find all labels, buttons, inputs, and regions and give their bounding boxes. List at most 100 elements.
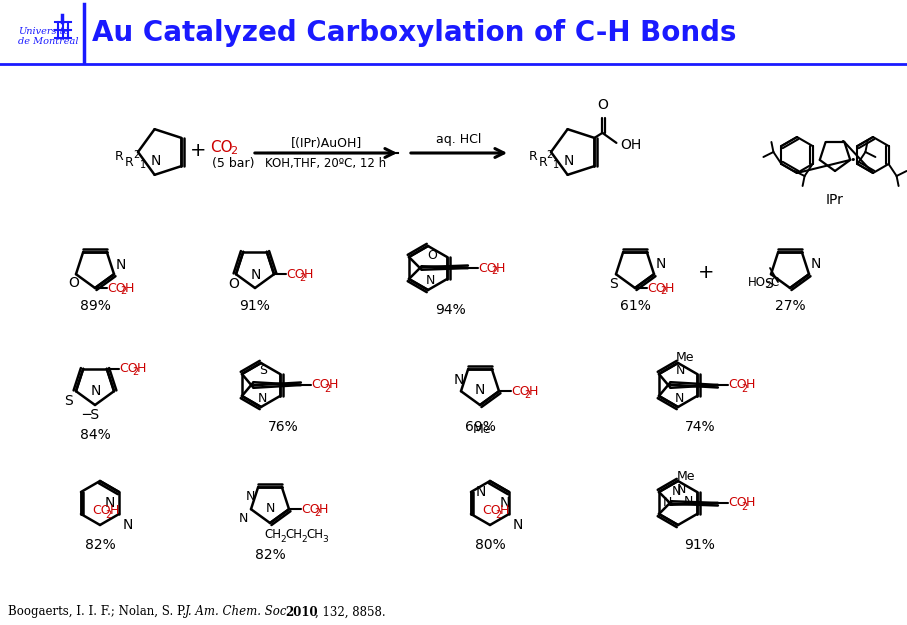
Text: 91%: 91% xyxy=(685,538,716,552)
Text: N: N xyxy=(104,496,115,510)
Text: 3: 3 xyxy=(322,534,327,544)
Text: H: H xyxy=(746,496,756,509)
Text: 89%: 89% xyxy=(80,299,111,313)
Text: N: N xyxy=(676,364,685,378)
Text: N: N xyxy=(258,392,267,405)
Text: N: N xyxy=(675,392,684,405)
Text: N: N xyxy=(684,495,693,508)
Text: 2: 2 xyxy=(765,281,771,291)
Text: N: N xyxy=(239,512,248,525)
Text: 74%: 74% xyxy=(685,420,716,434)
Text: [(IPr)AuOH]: [(IPr)AuOH] xyxy=(290,136,362,149)
Text: N: N xyxy=(656,257,667,271)
Text: 2010: 2010 xyxy=(285,606,317,619)
Text: O: O xyxy=(69,276,80,290)
Text: CO: CO xyxy=(728,496,746,509)
Text: 69%: 69% xyxy=(464,420,495,434)
Text: 1: 1 xyxy=(140,160,146,170)
Text: CO: CO xyxy=(478,261,497,274)
Text: CO: CO xyxy=(107,281,126,294)
Text: N: N xyxy=(671,485,680,498)
Text: H: H xyxy=(137,362,146,376)
Text: H: H xyxy=(329,379,338,391)
Text: H: H xyxy=(500,504,510,518)
Text: 2: 2 xyxy=(280,534,286,544)
Text: CO: CO xyxy=(482,504,501,518)
Text: 2: 2 xyxy=(299,272,306,282)
Text: Université: Université xyxy=(18,28,69,36)
Text: C: C xyxy=(770,276,778,289)
Text: Me: Me xyxy=(677,470,695,483)
Text: R: R xyxy=(528,149,537,162)
Text: H: H xyxy=(665,281,675,294)
Text: N: N xyxy=(425,274,435,287)
Text: +: + xyxy=(190,141,206,159)
Text: HO: HO xyxy=(748,276,766,289)
Text: OH: OH xyxy=(620,138,641,152)
Text: 82%: 82% xyxy=(84,538,115,552)
Text: R: R xyxy=(125,156,134,169)
Text: CH: CH xyxy=(285,529,302,541)
Text: 2: 2 xyxy=(495,509,502,519)
Text: •: • xyxy=(849,155,855,165)
Text: 2: 2 xyxy=(741,384,747,394)
Text: N: N xyxy=(91,384,102,398)
Text: CO: CO xyxy=(210,139,232,154)
Text: N: N xyxy=(251,268,261,282)
Text: S: S xyxy=(64,394,73,408)
Text: 61%: 61% xyxy=(619,299,650,313)
Text: CO: CO xyxy=(728,379,746,391)
Text: CO: CO xyxy=(311,379,329,391)
Text: CO: CO xyxy=(301,503,319,516)
Text: •: • xyxy=(839,137,845,147)
Text: N: N xyxy=(266,502,275,515)
Text: 2: 2 xyxy=(314,508,320,518)
Text: N: N xyxy=(151,154,161,168)
Text: CO: CO xyxy=(647,281,666,294)
Text: KOH,THF, 20ºC, 12 h: KOH,THF, 20ºC, 12 h xyxy=(266,156,386,169)
Text: N: N xyxy=(663,496,672,509)
Text: 76%: 76% xyxy=(268,420,298,434)
Text: 2: 2 xyxy=(132,368,138,378)
Text: N: N xyxy=(811,257,822,271)
Text: N: N xyxy=(475,485,486,499)
Text: Au Catalyzed Carboxylation of C-H Bonds: Au Catalyzed Carboxylation of C-H Bonds xyxy=(92,19,736,47)
Text: 2: 2 xyxy=(524,389,531,399)
Text: 2: 2 xyxy=(546,150,552,160)
Text: Boogaerts, I. I. F.; Nolan, S. P.: Boogaerts, I. I. F.; Nolan, S. P. xyxy=(8,606,190,619)
Text: N: N xyxy=(123,518,133,532)
Text: O: O xyxy=(597,98,608,112)
Text: H: H xyxy=(496,261,505,274)
Text: O: O xyxy=(428,249,437,262)
Text: N: N xyxy=(677,483,686,496)
Text: (5 bar): (5 bar) xyxy=(212,156,255,169)
Text: N: N xyxy=(246,490,255,503)
Text: J. Am. Chem. Soc.: J. Am. Chem. Soc. xyxy=(185,606,291,619)
Text: CO: CO xyxy=(286,268,305,281)
Text: CO: CO xyxy=(119,362,137,376)
Text: 84%: 84% xyxy=(80,428,111,442)
Text: aq. HCl: aq. HCl xyxy=(436,134,482,146)
Text: 2: 2 xyxy=(105,509,112,519)
Text: H: H xyxy=(529,384,539,398)
Text: 2: 2 xyxy=(230,146,237,156)
Text: N: N xyxy=(563,154,574,168)
Text: de Montréal: de Montréal xyxy=(18,38,79,46)
Text: , 132, 8858.: , 132, 8858. xyxy=(315,606,385,619)
Text: S: S xyxy=(259,364,268,378)
Text: CH: CH xyxy=(264,529,281,541)
Text: S: S xyxy=(765,277,774,291)
Text: N: N xyxy=(474,383,485,397)
Text: Me: Me xyxy=(473,423,492,436)
Text: N: N xyxy=(500,496,511,510)
Text: H: H xyxy=(110,504,120,518)
Text: IPr: IPr xyxy=(826,193,844,207)
Text: 91%: 91% xyxy=(239,299,270,313)
Text: CO: CO xyxy=(92,504,111,518)
Text: 1: 1 xyxy=(553,160,559,170)
Text: 2: 2 xyxy=(120,286,126,296)
Text: S: S xyxy=(610,277,619,291)
Text: O: O xyxy=(229,277,239,291)
Text: 2: 2 xyxy=(133,150,140,160)
Text: H: H xyxy=(319,503,328,516)
